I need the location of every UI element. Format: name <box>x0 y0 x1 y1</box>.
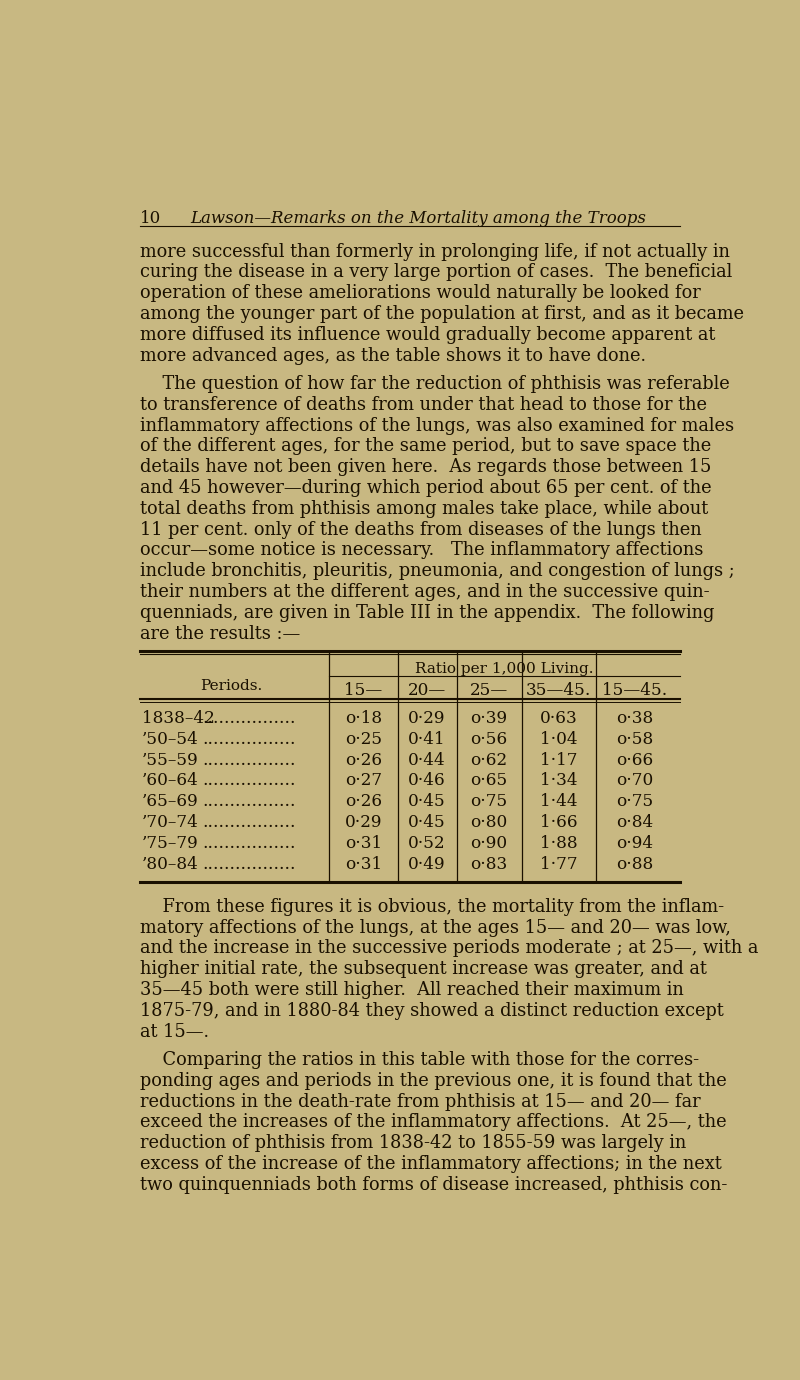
Text: 0·29: 0·29 <box>408 709 446 727</box>
Text: 1·17: 1·17 <box>540 752 578 769</box>
Text: 11 per cent. only of the deaths from diseases of the lungs then: 11 per cent. only of the deaths from dis… <box>140 520 702 538</box>
Text: Ratio per 1,000 Living.: Ratio per 1,000 Living. <box>415 662 594 676</box>
Text: more successful than formerly in prolonging life, if not actually in: more successful than formerly in prolong… <box>140 243 730 261</box>
Text: 0·44: 0·44 <box>408 752 446 769</box>
Text: 0·49: 0·49 <box>408 856 446 872</box>
Text: more advanced ages, as the table shows it to have done.: more advanced ages, as the table shows i… <box>140 346 646 364</box>
Text: 25—: 25— <box>470 682 508 700</box>
Text: 1·66: 1·66 <box>540 814 578 831</box>
Text: total deaths from phthisis among males take place, while about: total deaths from phthisis among males t… <box>140 500 709 518</box>
Text: o·83: o·83 <box>470 856 508 872</box>
Text: Comparing the ratios in this table with those for the corres-: Comparing the ratios in this table with … <box>140 1052 699 1070</box>
Text: o·75: o·75 <box>616 793 654 810</box>
Text: o·94: o·94 <box>616 835 654 851</box>
Text: 35—45 both were still higher.  All reached their maximum in: 35—45 both were still higher. All reache… <box>140 981 684 999</box>
Text: include bronchitis, pleuritis, pneumonia, and congestion of lungs ;: include bronchitis, pleuritis, pneumonia… <box>140 562 735 580</box>
Text: more diffused its influence would gradually become apparent at: more diffused its influence would gradua… <box>140 326 716 344</box>
Text: 1·34: 1·34 <box>540 773 578 789</box>
Text: o·38: o·38 <box>616 709 654 727</box>
Text: .................: ................. <box>202 752 296 769</box>
Text: 1·44: 1·44 <box>540 793 578 810</box>
Text: operation of these ameliorations would naturally be looked for: operation of these ameliorations would n… <box>140 284 701 302</box>
Text: o·75: o·75 <box>470 793 508 810</box>
Text: excess of the increase of the inflammatory affections; in the next: excess of the increase of the inflammato… <box>140 1155 722 1173</box>
Text: ’75–79: ’75–79 <box>142 835 198 851</box>
Text: o·56: o·56 <box>470 731 508 748</box>
Text: o·80: o·80 <box>470 814 508 831</box>
Text: ’50–54: ’50–54 <box>142 731 198 748</box>
Text: Lawson—Remarks on the Mortality among the Troops: Lawson—Remarks on the Mortality among th… <box>190 210 646 228</box>
Text: of the different ages, for the same period, but to save space the: of the different ages, for the same peri… <box>140 437 711 455</box>
Text: o·88: o·88 <box>616 856 654 872</box>
Text: ’70–74: ’70–74 <box>142 814 198 831</box>
Text: o·39: o·39 <box>470 709 508 727</box>
Text: o·84: o·84 <box>616 814 654 831</box>
Text: .................: ................. <box>202 814 296 831</box>
Text: From these figures it is obvious, the mortality from the inflam-: From these figures it is obvious, the mo… <box>140 898 725 916</box>
Text: o·66: o·66 <box>616 752 654 769</box>
Text: o·25: o·25 <box>345 731 382 748</box>
Text: 1·88: 1·88 <box>540 835 578 851</box>
Text: o·18: o·18 <box>345 709 382 727</box>
Text: reduction of phthisis from 1838-42 to 1855-59 was largely in: reduction of phthisis from 1838-42 to 18… <box>140 1134 686 1152</box>
Text: inflammatory affections of the lungs, was also examined for males: inflammatory affections of the lungs, wa… <box>140 417 734 435</box>
Text: 0·41: 0·41 <box>408 731 446 748</box>
Text: 0·45: 0·45 <box>408 814 446 831</box>
Text: occur—some notice is necessary.   The inflammatory affections: occur—some notice is necessary. The infl… <box>140 541 704 559</box>
Text: 35—45.: 35—45. <box>526 682 591 700</box>
Text: at 15—.: at 15—. <box>140 1023 210 1041</box>
Text: o·90: o·90 <box>470 835 508 851</box>
Text: and 45 however—during which period about 65 per cent. of the: and 45 however—during which period about… <box>140 479 712 497</box>
Text: curing the disease in a very large portion of cases.  The beneficial: curing the disease in a very large porti… <box>140 264 733 282</box>
Text: 15—45.: 15—45. <box>602 682 667 700</box>
Text: 1·77: 1·77 <box>540 856 578 872</box>
Text: quenniads, are given in Table III in the appendix.  The following: quenniads, are given in Table III in the… <box>140 603 714 622</box>
Text: 1·04: 1·04 <box>540 731 578 748</box>
Text: 0·63: 0·63 <box>540 709 578 727</box>
Text: o·62: o·62 <box>470 752 508 769</box>
Text: o·70: o·70 <box>616 773 654 789</box>
Text: matory affections of the lungs, at the ages 15— and 20— was low,: matory affections of the lungs, at the a… <box>140 919 731 937</box>
Text: ’65–69: ’65–69 <box>142 793 198 810</box>
Text: to transference of deaths from under that head to those for the: to transference of deaths from under tha… <box>140 396 707 414</box>
Text: 20—: 20— <box>408 682 446 700</box>
Text: o·31: o·31 <box>345 856 382 872</box>
Text: their numbers at the different ages, and in the successive quin-: their numbers at the different ages, and… <box>140 582 710 600</box>
Text: two quinquenniads both forms of disease increased, phthisis con-: two quinquenniads both forms of disease … <box>140 1176 728 1194</box>
Text: ponding ages and periods in the previous one, it is found that the: ponding ages and periods in the previous… <box>140 1072 727 1090</box>
Text: 15—: 15— <box>344 682 382 700</box>
Text: 1838–42: 1838–42 <box>142 709 214 727</box>
Text: details have not been given here.  As regards those between 15: details have not been given here. As reg… <box>140 458 712 476</box>
Text: o·31: o·31 <box>345 835 382 851</box>
Text: 0·46: 0·46 <box>408 773 446 789</box>
Text: The question of how far the reduction of phthisis was referable: The question of how far the reduction of… <box>140 375 730 393</box>
Text: higher initial rate, the subsequent increase was greater, and at: higher initial rate, the subsequent incr… <box>140 960 707 978</box>
Text: o·26: o·26 <box>345 752 382 769</box>
Text: .................: ................. <box>202 773 296 789</box>
Text: 0·52: 0·52 <box>408 835 446 851</box>
Text: o·65: o·65 <box>470 773 508 789</box>
Text: 0·29: 0·29 <box>345 814 382 831</box>
Text: ’55–59: ’55–59 <box>142 752 198 769</box>
Text: are the results :—: are the results :— <box>140 625 301 643</box>
Text: and the increase in the successive periods moderate ; at 25—, with a: and the increase in the successive perio… <box>140 940 758 958</box>
Text: o·26: o·26 <box>345 793 382 810</box>
Text: among the younger part of the population at first, and as it became: among the younger part of the population… <box>140 305 744 323</box>
Text: .................: ................. <box>202 709 296 727</box>
Text: 10: 10 <box>140 210 162 228</box>
Text: .................: ................. <box>202 731 296 748</box>
Text: .................: ................. <box>202 856 296 872</box>
Text: 1875-79, and in 1880-84 they showed a distinct reduction except: 1875-79, and in 1880-84 they showed a di… <box>140 1002 724 1020</box>
Text: .................: ................. <box>202 835 296 851</box>
Text: o·58: o·58 <box>616 731 654 748</box>
Text: ’60–64: ’60–64 <box>142 773 198 789</box>
Text: o·27: o·27 <box>345 773 382 789</box>
Text: Periods.: Periods. <box>201 679 263 693</box>
Text: 0·45: 0·45 <box>408 793 446 810</box>
Text: reductions in the death-rate from phthisis at 15— and 20— far: reductions in the death-rate from phthis… <box>140 1093 701 1111</box>
Text: ’80–84: ’80–84 <box>142 856 198 872</box>
Text: .................: ................. <box>202 793 296 810</box>
Text: exceed the increases of the inflammatory affections.  At 25—, the: exceed the increases of the inflammatory… <box>140 1114 727 1132</box>
